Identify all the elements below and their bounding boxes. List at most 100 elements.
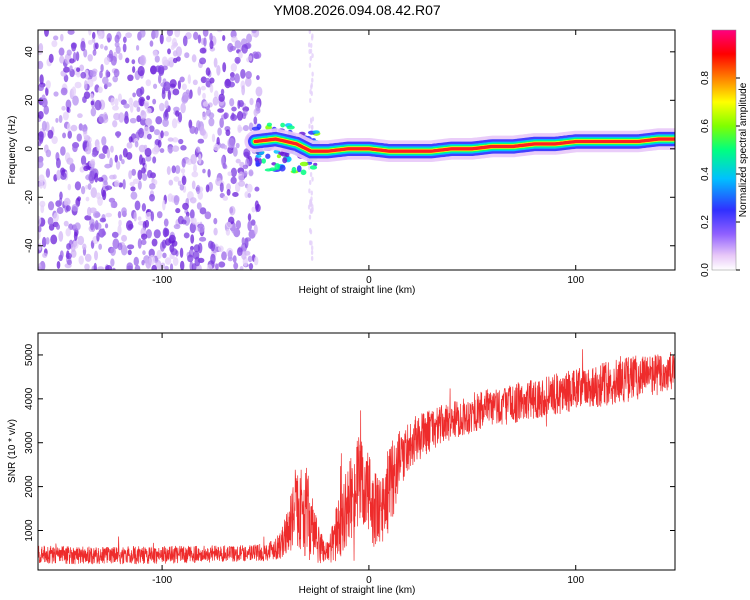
noise-blob <box>149 193 155 202</box>
noise-blob <box>151 238 158 247</box>
noise-blob <box>150 211 155 222</box>
x-tick-label: 0 <box>366 275 372 286</box>
noise-blob <box>200 76 207 84</box>
noise-blob <box>110 258 115 267</box>
noise-blob <box>65 227 71 237</box>
snr-panel: -100 0 100 1000 2000 3000 4000 5000 Height of s… <box>7 332 676 596</box>
noise-blob <box>222 62 227 73</box>
noise-blob <box>90 107 97 117</box>
noise-blob <box>208 117 215 127</box>
streak-blob <box>309 97 312 103</box>
noise-blob <box>112 267 116 270</box>
noise-blob <box>94 220 99 231</box>
noise-blob <box>232 147 238 157</box>
noise-blob <box>184 52 190 59</box>
noise-blob <box>179 184 185 191</box>
turbulence-blob <box>278 151 285 155</box>
colorbar: 0.0 0.2 0.4 0.6 0.8 Normalized spectral ampl… <box>700 29 749 277</box>
y-tick-label: 0 <box>24 146 35 152</box>
noise-blob <box>72 95 79 106</box>
noise-blob <box>132 92 136 98</box>
noise-blob <box>223 112 229 119</box>
y-tick-label: 2000 <box>24 475 35 498</box>
noise-blob <box>145 258 151 269</box>
streak-blob <box>311 71 314 77</box>
noise-blob <box>247 213 252 222</box>
noise-blob <box>53 91 59 97</box>
noise-blob <box>179 76 185 83</box>
noise-blob <box>216 136 220 146</box>
noise-blob <box>163 218 169 227</box>
noise-blob <box>235 142 240 149</box>
noise-blob <box>131 168 137 176</box>
noise-blob <box>63 201 69 206</box>
noise-blob <box>99 70 103 79</box>
noise-blob <box>112 105 119 111</box>
noise-blob <box>180 145 187 151</box>
noise-blob <box>215 263 219 270</box>
spectrogram-panel: -100 0 100 -40 -20 0 20 40 Height of straight l… <box>7 29 676 296</box>
noise-blob <box>142 250 146 256</box>
noise-blob <box>56 260 61 269</box>
noise-blob <box>117 224 122 236</box>
noise-blob <box>199 57 207 65</box>
noise-blob <box>110 145 114 153</box>
noise-blob <box>160 262 166 269</box>
turbulence-blob <box>296 165 302 173</box>
noise-blob <box>239 266 244 270</box>
noise-blob <box>230 114 238 122</box>
noise-blob <box>126 220 134 231</box>
noise-blob <box>209 77 215 84</box>
noise-blob <box>89 93 94 100</box>
noise-blob <box>119 154 123 162</box>
noise-blob <box>218 93 225 102</box>
spectrogram-plot-area <box>38 30 675 270</box>
noise-blob <box>70 124 78 132</box>
noise-blob <box>192 250 200 260</box>
noise-blob <box>187 254 194 263</box>
noise-blob <box>193 31 199 41</box>
noise-blob <box>218 261 226 268</box>
streak-blob <box>309 180 312 186</box>
noise-blob <box>104 45 108 51</box>
noise-blob <box>83 165 89 172</box>
noise-blob <box>59 55 65 64</box>
noise-blob <box>117 211 122 219</box>
noise-blob <box>155 116 163 125</box>
noise-blob <box>125 57 130 64</box>
noise-blob <box>253 116 258 125</box>
noise-blob <box>166 30 174 37</box>
noise-blob <box>187 74 192 84</box>
noise-blob <box>181 158 186 168</box>
noise-blob <box>228 81 235 88</box>
noise-blob <box>248 263 254 270</box>
streak-blob <box>311 53 314 59</box>
noise-blob <box>87 183 92 191</box>
noise-blob <box>176 56 181 62</box>
spectrogram-ylabel: Frequency (Hz) <box>7 116 18 185</box>
noise-blob <box>128 170 133 180</box>
noise-blob <box>173 195 180 206</box>
noise-blob <box>197 242 203 254</box>
turbulence-blob <box>291 166 297 174</box>
turbulence-blob <box>266 122 272 127</box>
noise-blob <box>234 56 241 64</box>
noise-blob <box>56 169 61 181</box>
noise-blob <box>88 160 96 168</box>
noise-blob <box>166 165 171 175</box>
noise-blob <box>228 137 235 149</box>
noise-blob <box>167 137 174 142</box>
noise-blob <box>159 148 165 153</box>
noise-blob <box>177 80 182 90</box>
noise-blob <box>139 54 147 66</box>
y-tick-label: 4000 <box>24 387 35 410</box>
noise-blob <box>182 91 189 103</box>
noise-blob <box>110 55 117 66</box>
noise-blob <box>59 191 63 200</box>
noise-blob <box>118 219 122 227</box>
noise-blob <box>141 203 147 212</box>
noise-blob <box>244 250 251 256</box>
noise-blob <box>247 192 252 199</box>
noise-blob <box>87 39 93 45</box>
noise-blob <box>41 120 47 132</box>
